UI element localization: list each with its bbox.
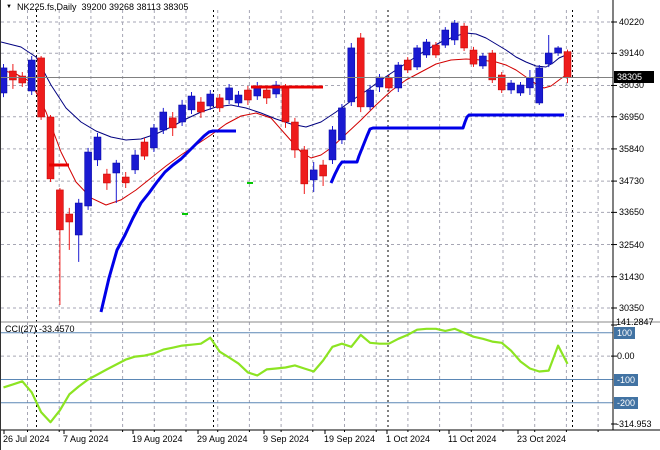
support-step-line [329,113,564,184]
candle-body [338,107,346,141]
candle-body [479,55,487,67]
candle-body [413,47,421,68]
candle-body [356,37,365,108]
time-axis-label[interactable]: 26 Jul 2024 [3,434,50,444]
price-axis-label: 38030 [619,80,645,91]
price-axis-label: 40220 [619,17,645,27]
candle-body [563,51,572,78]
candle-body [168,117,177,129]
price-axis-label: 34730 [619,176,645,187]
candle-body [74,202,83,236]
price-axis-label: 39140 [619,48,645,59]
ohlc-values: 39200 39268 38113 38305 [81,2,189,12]
candle-body [319,164,327,177]
candle-body [244,89,252,101]
time-axis-label[interactable]: 19 Sep 2024 [324,434,376,444]
symbol-period-label: NK225.fs,Daily [16,2,77,12]
candle-body [178,104,186,123]
candle-body [187,95,196,111]
candle-body [103,173,111,184]
candle-body [197,101,205,113]
candle-body [9,70,17,81]
candlesticks [1,20,572,305]
candle-body [262,89,271,99]
candle-body [150,127,158,149]
candle-body [131,154,139,171]
candle-body [37,57,45,118]
candle-body [225,87,233,101]
price-axis-label: 36950 [619,111,645,122]
indicator-label: CCI(27) -33.4570 [5,324,75,334]
candle-body [65,213,74,223]
price-axis-label: 32540 [619,239,645,250]
candle-body [554,47,562,54]
price-axis-label: 31430 [619,271,645,282]
time-axis-label[interactable]: 9 Sep 2024 [263,434,310,444]
price-axis-label: 30350 [619,303,645,313]
time-axis-label[interactable]: 11 Oct 2024 [448,434,497,444]
candle-body [544,52,553,65]
candle-body [93,136,102,161]
candle-body [159,111,168,131]
candle-body [272,84,280,95]
candle-body [375,76,384,88]
cci-level-badge-100: 100 [614,327,636,339]
candle-body [403,59,412,71]
candle-body [1,67,8,94]
candle-body [450,22,459,41]
candle-body [140,141,149,157]
candle-body [18,75,27,84]
candle-body [516,84,525,94]
price-axis-label: 33650 [619,207,645,218]
candle-body [497,74,506,91]
ma-fast-line [1,32,567,141]
time-axis-label[interactable]: 29 Aug 2024 [197,434,248,444]
candle-body [366,89,374,108]
candle-body [84,151,92,207]
candle-body [441,29,450,46]
candle-body [394,64,403,89]
candle-body [432,44,440,56]
candle-body [328,129,337,161]
candle-body [347,47,356,103]
candle-body [112,162,121,174]
candle-body [46,116,55,180]
candle-body [469,49,478,65]
candle-body [27,59,36,92]
candle-body [526,77,534,89]
candle-body [300,149,309,185]
cci-level-badge-minus100: -100 [614,374,639,386]
candle-body [234,94,243,104]
ma-slow-line [1,58,567,206]
cci-scale-zero: 0.00 [617,351,635,361]
candle-body [215,97,224,109]
cci-level-badge-minus200: -200 [614,397,639,409]
candle-body [309,169,318,181]
candle-body [281,87,290,123]
candle-body [460,25,468,49]
candle-body [488,52,497,81]
candle-body [535,67,544,104]
chart-title: ▼ NK225.fs,Daily 39200 39268 38113 38305 [6,2,188,12]
candle-body [422,41,431,56]
time-axis-label[interactable]: 1 Oct 2024 [386,434,431,444]
support-step-line [99,129,236,313]
symbol-dropdown-icon[interactable]: ▼ [6,4,12,10]
time-axis-label[interactable]: 7 Aug 2024 [63,434,109,444]
cci-scale-min: -314.953 [616,419,652,429]
candle-body [121,176,130,184]
candle-body [56,189,64,231]
cci-scale-max: 141.2847 [616,317,654,327]
candle-body [291,121,299,151]
cci-line [3,327,569,424]
time-axis-label[interactable]: 23 Oct 2024 [517,434,567,444]
current-price-badge: 38305 [614,71,654,83]
price-axis-label: 35840 [619,143,645,154]
time-axis-label[interactable]: 19 Aug 2024 [132,434,183,444]
candle-body [385,77,393,89]
candle-body [507,82,515,91]
candle-body [206,93,215,107]
